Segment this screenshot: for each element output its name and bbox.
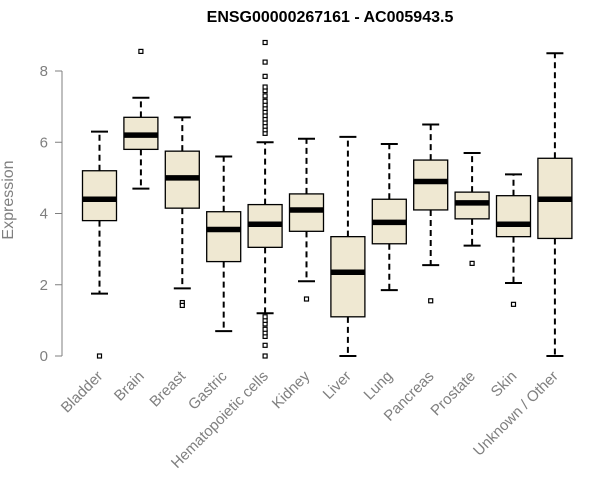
box-gastric (206, 155, 242, 333)
y-tick-label: 2 (40, 277, 48, 294)
y-tick-label: 4 (40, 206, 48, 223)
box-breast (164, 116, 200, 309)
box-pancreas (413, 123, 449, 304)
box-prostate (454, 151, 490, 266)
outlier-point (179, 302, 185, 309)
iqr-box (495, 195, 532, 238)
outlier-point (510, 301, 517, 307)
outlier-point (262, 342, 268, 348)
iqr-box (206, 211, 242, 263)
y-tick-label: 0 (40, 348, 48, 365)
x-tick-label: Bladder (58, 368, 107, 417)
outlier-point (428, 298, 434, 304)
boxes-group (81, 39, 573, 359)
x-tick-label: Skin (488, 368, 521, 401)
box-unknown-other (537, 52, 573, 357)
chart-title: ENSG00000267161 - AC005943.5 (207, 9, 454, 26)
outlier-point (262, 326, 268, 332)
y-tick-label: 6 (40, 134, 48, 151)
iqr-box (413, 159, 449, 211)
outlier-point (262, 98, 268, 104)
outlier-point (262, 93, 268, 99)
box-brain (123, 48, 159, 190)
x-tick-label: Lung (361, 368, 397, 404)
box-skin (495, 173, 532, 307)
outlier-point (262, 59, 268, 65)
box-bladder (81, 130, 118, 359)
outlier-point (262, 314, 268, 320)
x-tick-label: Breast (146, 367, 189, 410)
outlier-point (262, 73, 268, 79)
y-tick-label: 8 (40, 63, 48, 80)
x-tick-label: Prostate (427, 368, 479, 420)
x-tick-label: Liver (320, 368, 355, 403)
outlier-point (262, 84, 268, 90)
box-liver (330, 135, 366, 357)
outlier-point (469, 260, 475, 266)
y-axis-label: Expression (0, 160, 17, 239)
outlier-point (96, 353, 103, 359)
outlier-point (303, 296, 310, 302)
x-tick-label: Brain (111, 368, 148, 405)
iqr-box (330, 236, 366, 318)
box-kidney (288, 137, 325, 302)
box-hematopoietic-cells (247, 39, 283, 359)
iqr-box (81, 170, 118, 222)
outlier-point (262, 353, 268, 359)
x-tick-label: Kidney (269, 367, 314, 412)
outlier-point (262, 39, 268, 46)
box-lung (371, 143, 407, 292)
y-axis: 0 2 4 6 8 (40, 63, 63, 365)
outlier-point (138, 48, 144, 55)
